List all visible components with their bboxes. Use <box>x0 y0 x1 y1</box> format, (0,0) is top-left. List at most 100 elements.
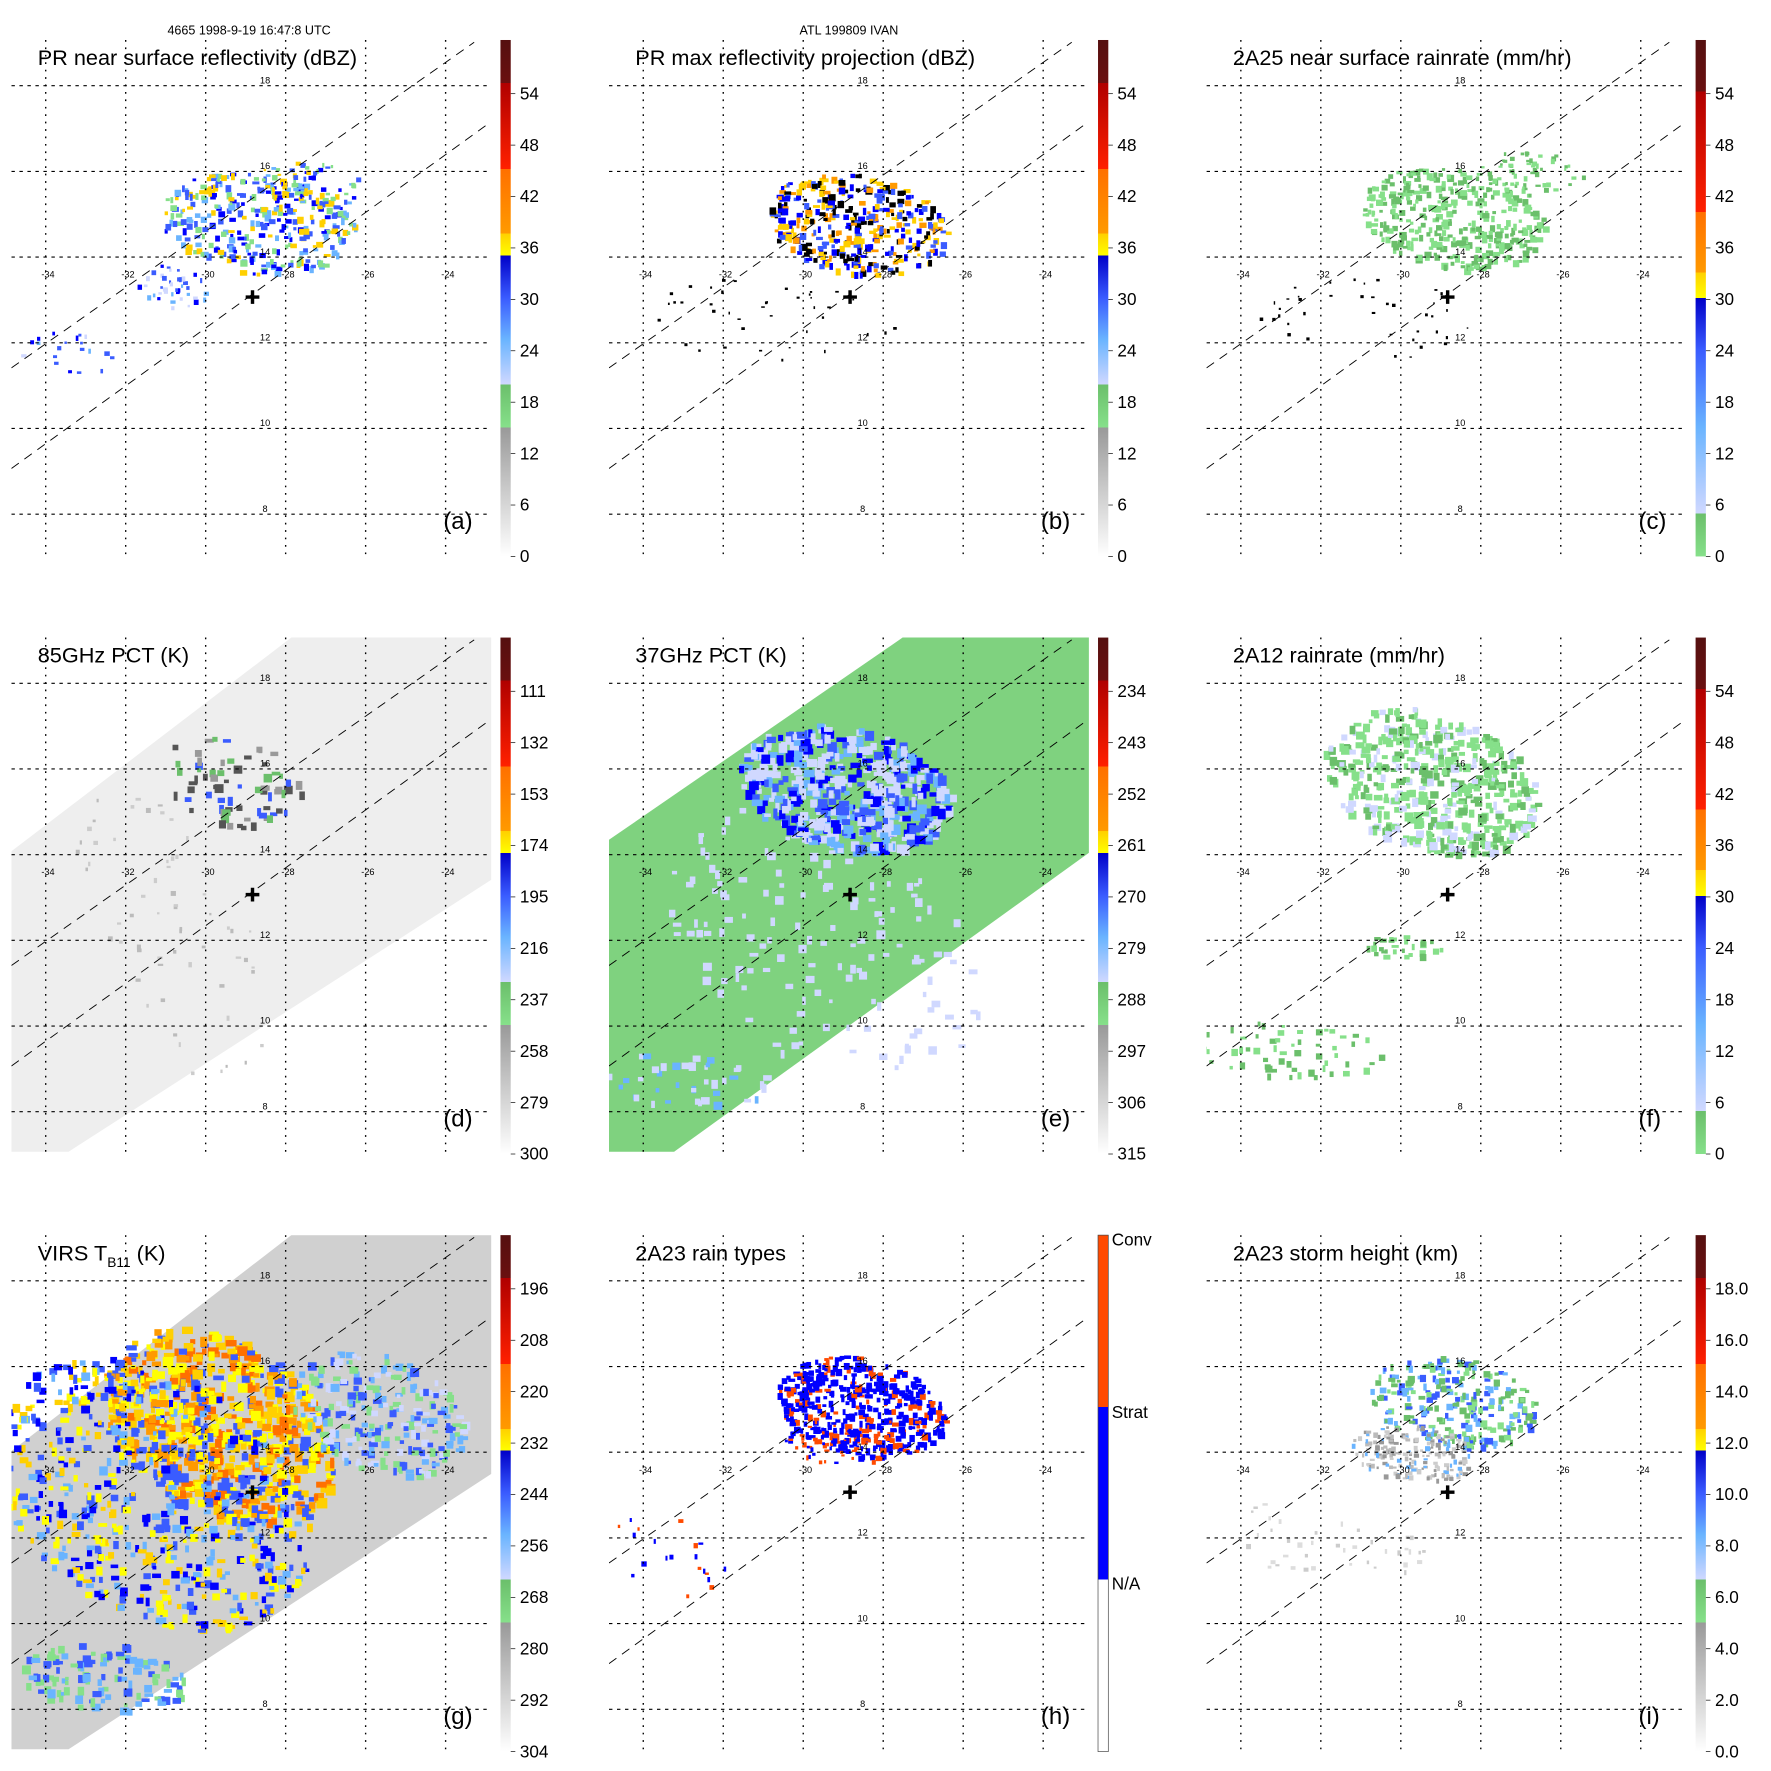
colorbar-tick-label: 6.0 <box>1715 1587 1739 1607</box>
storm-center-marker <box>245 887 260 902</box>
colorbar-tick-label: 279 <box>520 1092 549 1112</box>
map-plot-area <box>1206 637 1687 1155</box>
lon-label: -30 <box>201 270 214 280</box>
colorbar-tick-label: 24 <box>1715 938 1735 958</box>
colorbar-tick-label: 54 <box>1117 83 1137 103</box>
colorbar-tick-label: 48 <box>1117 135 1136 155</box>
colorbar-tick-label: 30 <box>520 289 539 309</box>
lon-label: -24 <box>441 1465 454 1475</box>
colorbar-tick-label: 220 <box>520 1381 549 1401</box>
storm-center-marker <box>843 290 857 304</box>
lon-label: -28 <box>1476 867 1489 877</box>
lon-label: -32 <box>719 867 732 877</box>
lat-label: 10 <box>858 1016 868 1026</box>
lon-label: -34 <box>639 1465 652 1475</box>
colorbar-tick-label: 297 <box>1117 1041 1146 1061</box>
lat-label: 14 <box>858 247 868 257</box>
colorbar-tick-label: 42 <box>520 186 539 206</box>
panel-letter: (e) <box>1041 1106 1070 1133</box>
lon-label: -24 <box>441 270 454 280</box>
colorbar: 300 279 258 237 216 195 174 153 132 111 <box>500 637 549 1164</box>
storm-center-marker <box>1440 887 1455 902</box>
colorbar-tick-label: 6 <box>520 495 530 515</box>
colorbar-tick-label: 300 <box>520 1144 549 1164</box>
pr-swath-edge <box>1206 41 1670 369</box>
colorbar-tick-label: 258 <box>520 1041 549 1061</box>
colorbar-tick-label: 18.0 <box>1715 1279 1748 1299</box>
colorbar-tick-label: 48 <box>520 135 539 155</box>
lat-label: 10 <box>1455 1613 1465 1623</box>
panel-b: -34 -32 -30 -28 -26 -24 18 16 14 12 10 8 PR max refl… <box>608 39 1137 566</box>
lon-label: -26 <box>361 1465 374 1475</box>
lat-label: 12 <box>1455 930 1465 940</box>
lat-label: 14 <box>1455 844 1465 854</box>
panel-letter: (d) <box>443 1106 472 1133</box>
panel-title: 2A23 storm height (km) <box>1233 1240 1458 1265</box>
lat-lon-grid <box>1206 637 1687 1155</box>
colorbar-tick-label: 243 <box>1117 732 1146 752</box>
colorbar-tick-label: 30 <box>1715 289 1734 309</box>
panel-letter: (h) <box>1041 1703 1070 1730</box>
colorbar-tick-label: 8.0 <box>1715 1536 1739 1556</box>
colorbar-tick-label: 208 <box>520 1330 549 1350</box>
lon-label: -32 <box>121 1465 134 1475</box>
lat-label: 18 <box>858 75 868 85</box>
precipitation-field <box>21 161 362 374</box>
colorbar-tick-label: 0 <box>1117 546 1127 566</box>
colorbar-tick-label: 252 <box>1117 784 1146 804</box>
panel-letter: (c) <box>1638 508 1666 535</box>
panel-a: -34 -32 -30 -28 -26 -24 18 16 14 12 10 8 PR near sur… <box>11 39 539 566</box>
lon-label: -26 <box>1556 867 1569 877</box>
colorbar-tick-label: 268 <box>520 1587 549 1607</box>
colorbar: 0.0 2.0 4.0 6.0 8.0 10.0 12.0 14.0 16.0 18.0 <box>1695 1235 1748 1761</box>
pr-swath-edge <box>11 41 475 369</box>
lon-label: -34 <box>639 867 652 877</box>
lon-label: -32 <box>121 270 134 280</box>
storm-center-marker <box>1440 290 1455 304</box>
panel-title: PR max reflectivity projection (dBZ) <box>635 45 975 70</box>
lon-label: -28 <box>281 1465 294 1475</box>
pr-swath-edge <box>11 1237 475 1564</box>
colorbar-tick-label: 12 <box>1715 1041 1734 1061</box>
colorbar-tick-label: 0 <box>1715 1144 1725 1164</box>
lat-label: 14 <box>1455 247 1465 257</box>
colorbar-tick-label: 234 <box>1117 681 1146 701</box>
lon-label: -28 <box>1476 270 1489 280</box>
lon-label: -24 <box>1039 867 1052 877</box>
lat-label: 10 <box>260 418 270 428</box>
colorbar-tick-label: 195 <box>520 887 549 907</box>
lat-label: 14 <box>260 247 270 257</box>
storm-center-marker <box>245 290 260 304</box>
lat-label: 16 <box>858 759 868 769</box>
colorbar-tick-label: 279 <box>1117 938 1146 958</box>
panel-c: -34 -32 -30 -28 -26 -24 18 16 14 12 10 8 2A25 near s… <box>1206 39 1735 566</box>
lon-label: -34 <box>639 270 652 280</box>
lon-label: -32 <box>1317 270 1330 280</box>
lat-lon-grid <box>11 39 492 557</box>
colorbar: 315 306 297 288 279 270 261 252 243 234 <box>1098 637 1146 1164</box>
lat-label: 18 <box>858 673 868 683</box>
orbit-time-label: 4665 1998-9-19 16:47:8 UTC <box>167 23 330 37</box>
lat-label: 10 <box>1455 418 1465 428</box>
lon-label: -28 <box>879 270 892 280</box>
pr-swath-edge <box>608 639 1073 966</box>
lon-label: -28 <box>281 867 294 877</box>
panel-letter: (g) <box>443 1703 472 1730</box>
storm-center-marker <box>843 887 857 902</box>
lon-label: -28 <box>879 867 892 877</box>
lon-label: -34 <box>41 270 54 280</box>
lat-lon-grid <box>608 637 1089 1155</box>
colorbar-tick-label: 12 <box>520 443 539 463</box>
lat-label: 10 <box>1455 1016 1465 1026</box>
lat-lon-grid <box>1206 39 1687 557</box>
colorbar-tick-label: 292 <box>520 1690 549 1710</box>
colorbar-tick-label: 30 <box>1117 289 1136 309</box>
colorbar: 0 6 12 18 24 30 36 42 48 54 <box>1695 39 1735 566</box>
lon-label: -34 <box>1237 270 1250 280</box>
colorbar-tick-label: 6 <box>1715 1092 1725 1112</box>
panel-d: -34 -32 -30 -28 -26 -24 18 16 14 12 10 8 85GHz PCT (… <box>11 637 549 1164</box>
pr-swath-edge <box>608 41 1073 369</box>
colorbar-tick-label: 18 <box>1117 392 1136 412</box>
pr-swath-edge <box>608 1237 1073 1564</box>
